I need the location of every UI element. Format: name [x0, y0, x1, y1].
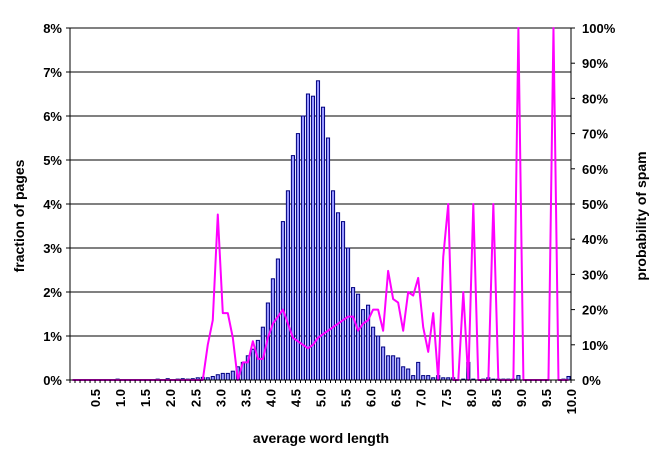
x-tick-label: 5.5 — [339, 389, 354, 407]
x-axis-title: average word length — [253, 430, 389, 446]
bar-series — [115, 80, 571, 381]
y-tick-label: 6% — [43, 109, 62, 124]
y-tick-label: 5% — [43, 153, 62, 168]
y2-tick-label: 90% — [582, 56, 608, 71]
x-tick-label: 7.0 — [414, 389, 429, 407]
bar — [376, 335, 381, 381]
x-tick-label: 9.0 — [514, 389, 529, 407]
bar — [220, 372, 225, 381]
bar — [280, 221, 285, 381]
y2-tick-label: 10% — [582, 338, 608, 353]
tick-labels: 0% 1% 2% 3% 4% 5% 6% 7% 8% 0% 10% 20% 30% 40% 50% 60% 70… — [43, 21, 615, 414]
x-tick-label: 6.0 — [364, 389, 379, 407]
bar — [386, 355, 391, 381]
x-tick-label: 10.0 — [564, 389, 579, 414]
y2-tick-label: 60% — [582, 162, 608, 177]
y2-tick-label: 20% — [582, 303, 608, 318]
bar — [401, 366, 406, 381]
bar — [310, 95, 316, 381]
y2-tick-label: 70% — [582, 127, 608, 142]
x-tick-label: 3.0 — [213, 389, 228, 407]
x-tick-label: 1.5 — [138, 389, 153, 407]
bar — [330, 190, 336, 381]
y2-tick-label: 40% — [582, 232, 608, 247]
y-axis-title: fraction of pages — [11, 159, 27, 272]
y-tick-label: 2% — [43, 285, 62, 300]
x-tick-label: 3.5 — [238, 389, 253, 407]
bar — [290, 155, 296, 381]
y2-axis-title: probability of spam — [633, 151, 649, 280]
bar — [426, 375, 431, 381]
bar — [351, 287, 356, 381]
bar — [356, 293, 361, 381]
y-tick-label: 0% — [43, 373, 62, 388]
x-tick-label: 1.0 — [113, 389, 128, 407]
bar — [391, 355, 396, 381]
x-tick-label: 2.5 — [188, 389, 203, 407]
bar — [305, 93, 311, 381]
axes — [66, 27, 575, 383]
y2-tick-label: 100% — [582, 21, 616, 36]
bar — [381, 346, 386, 381]
bar — [250, 348, 255, 381]
y-tick-label: 1% — [43, 329, 62, 344]
bar — [406, 368, 411, 381]
x-tick-label: 4.5 — [288, 389, 303, 407]
bar — [335, 212, 341, 381]
x-tick-label: 6.5 — [389, 389, 404, 407]
x-tick-label: 9.5 — [539, 389, 554, 407]
bar — [516, 375, 521, 381]
x-tick-label: 5.0 — [314, 389, 329, 407]
bar — [421, 375, 426, 381]
y2-tick-label: 0% — [582, 373, 601, 388]
x-tick-label: 2.0 — [163, 389, 178, 407]
gridlines — [70, 27, 571, 337]
bar — [320, 106, 326, 381]
y2-tick-label: 30% — [582, 267, 608, 282]
x-tick-label: 4.0 — [263, 389, 278, 407]
x-tick-label: 7.5 — [439, 389, 454, 407]
x-tick-label: 8.0 — [464, 389, 479, 407]
y-tick-label: 7% — [43, 65, 62, 80]
bar — [346, 247, 351, 381]
x-tick-label: 0.5 — [88, 389, 103, 407]
bar — [230, 370, 235, 381]
bar — [255, 339, 260, 381]
bar — [300, 115, 306, 381]
bar — [411, 375, 416, 381]
bar — [325, 137, 331, 381]
bar — [340, 221, 346, 381]
bar — [416, 361, 421, 381]
bar — [315, 80, 321, 381]
x-tick-label: 8.5 — [489, 389, 504, 407]
y2-tick-label: 80% — [582, 91, 608, 106]
y-tick-label: 4% — [43, 197, 62, 212]
y2-tick-label: 50% — [582, 197, 608, 212]
bar — [225, 372, 230, 381]
bar — [210, 375, 215, 381]
y-tick-label: 8% — [43, 21, 62, 36]
bar — [361, 309, 366, 381]
y-tick-label: 3% — [43, 241, 62, 256]
bar — [215, 374, 220, 381]
bar — [371, 326, 376, 381]
bar — [285, 190, 290, 381]
bar — [396, 357, 401, 381]
